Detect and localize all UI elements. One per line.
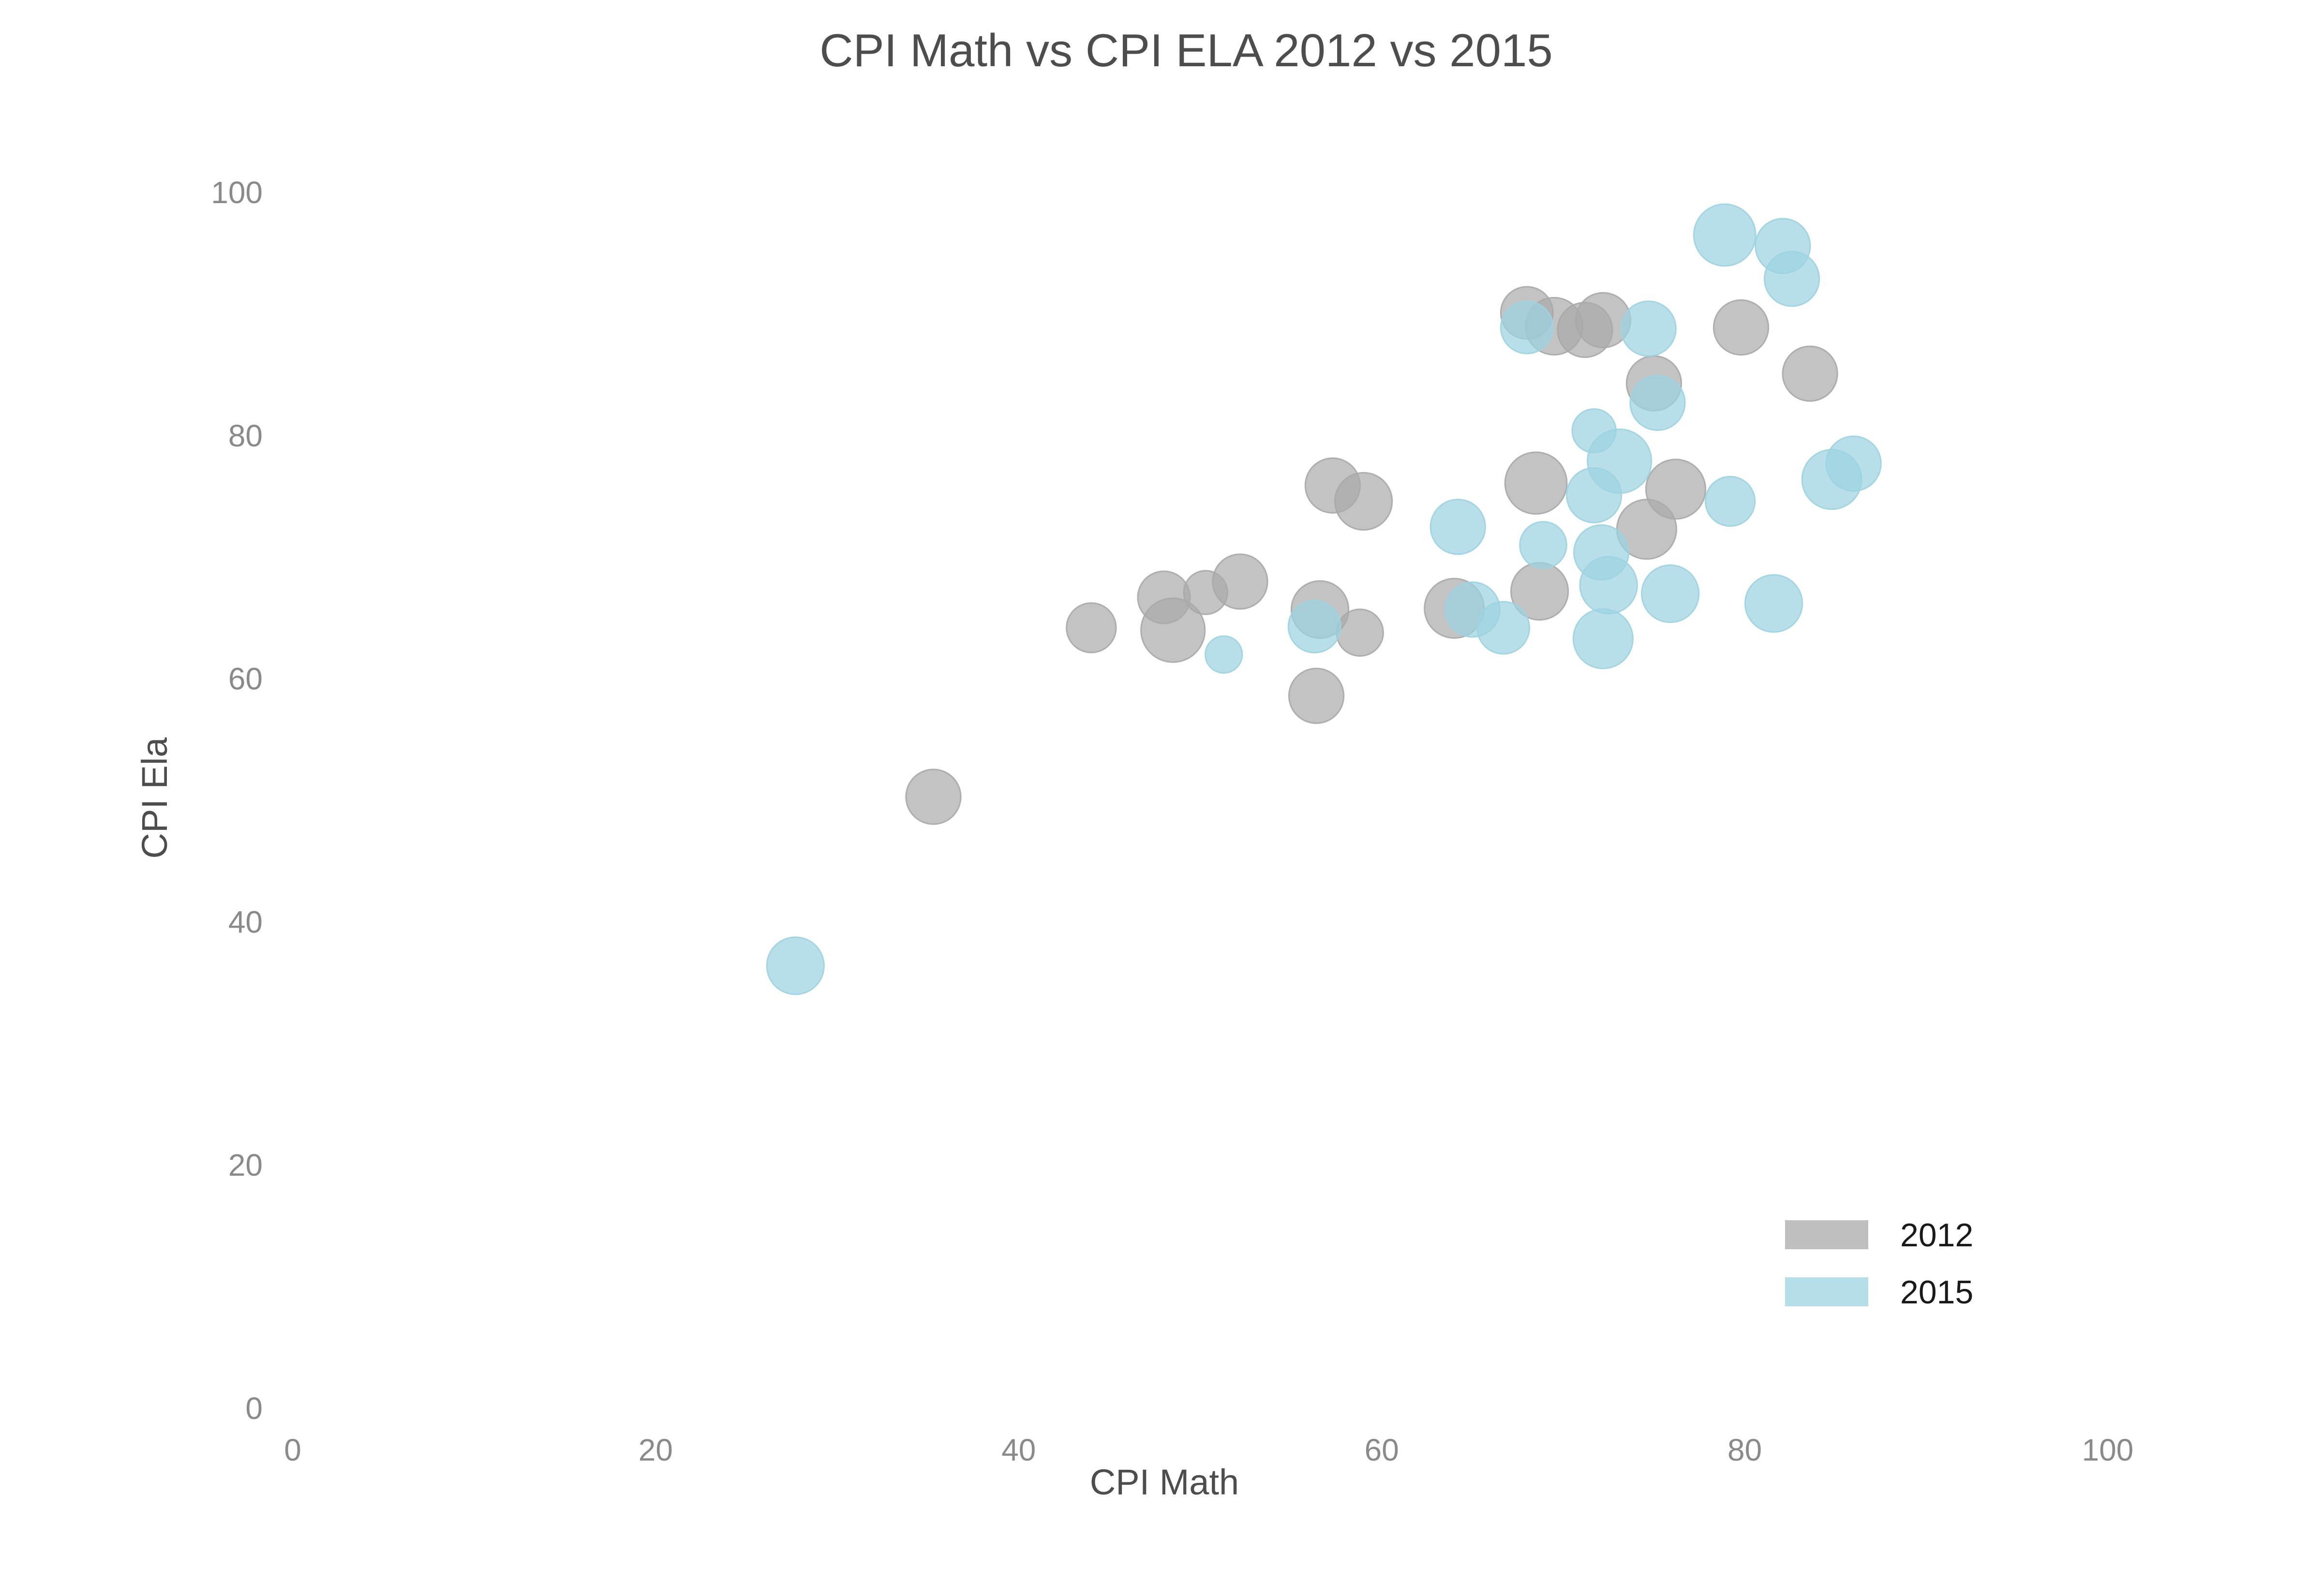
legend-label: 2012 <box>1900 1217 1973 1254</box>
data-point <box>1587 428 1652 494</box>
legend-swatch <box>1785 1220 1868 1249</box>
data-point <box>1641 564 1700 623</box>
x-tick-label: 80 <box>1727 1433 1762 1467</box>
data-point <box>1693 203 1756 267</box>
data-point <box>1287 599 1341 653</box>
x-axis-ticks: 0 20 40 60 80 100 <box>284 1433 2133 1467</box>
data-point <box>1429 499 1486 555</box>
data-point <box>1579 556 1638 615</box>
data-points <box>766 203 1882 995</box>
data-point <box>1645 458 1707 520</box>
data-point <box>905 768 962 825</box>
x-axis-label: CPI Math <box>1090 1462 1239 1502</box>
x-tick-label: 20 <box>639 1433 673 1467</box>
chart-title: CPI Math vs CPI ELA 2012 vs 2015 <box>819 25 1552 76</box>
data-point <box>1712 299 1770 356</box>
y-axis-ticks: 0 20 40 60 80 100 <box>211 175 263 1426</box>
data-point <box>1744 574 1803 633</box>
x-tick-label: 60 <box>1365 1433 1399 1467</box>
legend: 2012 2015 <box>1785 1217 1973 1311</box>
y-tick-label: 20 <box>228 1148 263 1182</box>
data-point <box>1629 374 1686 431</box>
y-tick-label: 40 <box>228 904 263 939</box>
legend-label: 2015 <box>1900 1274 1973 1311</box>
data-point <box>1066 602 1117 653</box>
data-point <box>766 936 825 995</box>
data-point <box>1620 300 1677 357</box>
data-point <box>1140 597 1206 663</box>
y-tick-label: 100 <box>211 175 263 210</box>
data-point <box>1336 608 1384 657</box>
x-tick-label: 40 <box>1001 1433 1036 1467</box>
data-point <box>1205 635 1243 674</box>
data-point <box>1764 251 1820 307</box>
data-point <box>1572 608 1634 669</box>
y-tick-label: 60 <box>228 662 263 696</box>
y-tick-label: 0 <box>245 1391 263 1426</box>
data-point <box>1504 451 1568 515</box>
data-point <box>1212 553 1268 610</box>
data-point <box>1288 667 1345 724</box>
series-2015 <box>766 203 1882 995</box>
data-point <box>1500 300 1554 355</box>
x-tick-label: 100 <box>2082 1433 2134 1467</box>
legend-swatch <box>1785 1277 1868 1306</box>
x-tick-label: 0 <box>284 1433 301 1467</box>
y-tick-label: 80 <box>228 418 263 453</box>
data-point <box>1704 475 1756 527</box>
y-axis-label: CPI Ela <box>134 737 175 859</box>
data-point <box>1825 435 1882 492</box>
data-point <box>1519 521 1567 569</box>
data-point <box>1782 345 1838 402</box>
data-point <box>1334 472 1393 531</box>
data-point <box>1476 601 1531 655</box>
series-2012 <box>905 286 1838 825</box>
